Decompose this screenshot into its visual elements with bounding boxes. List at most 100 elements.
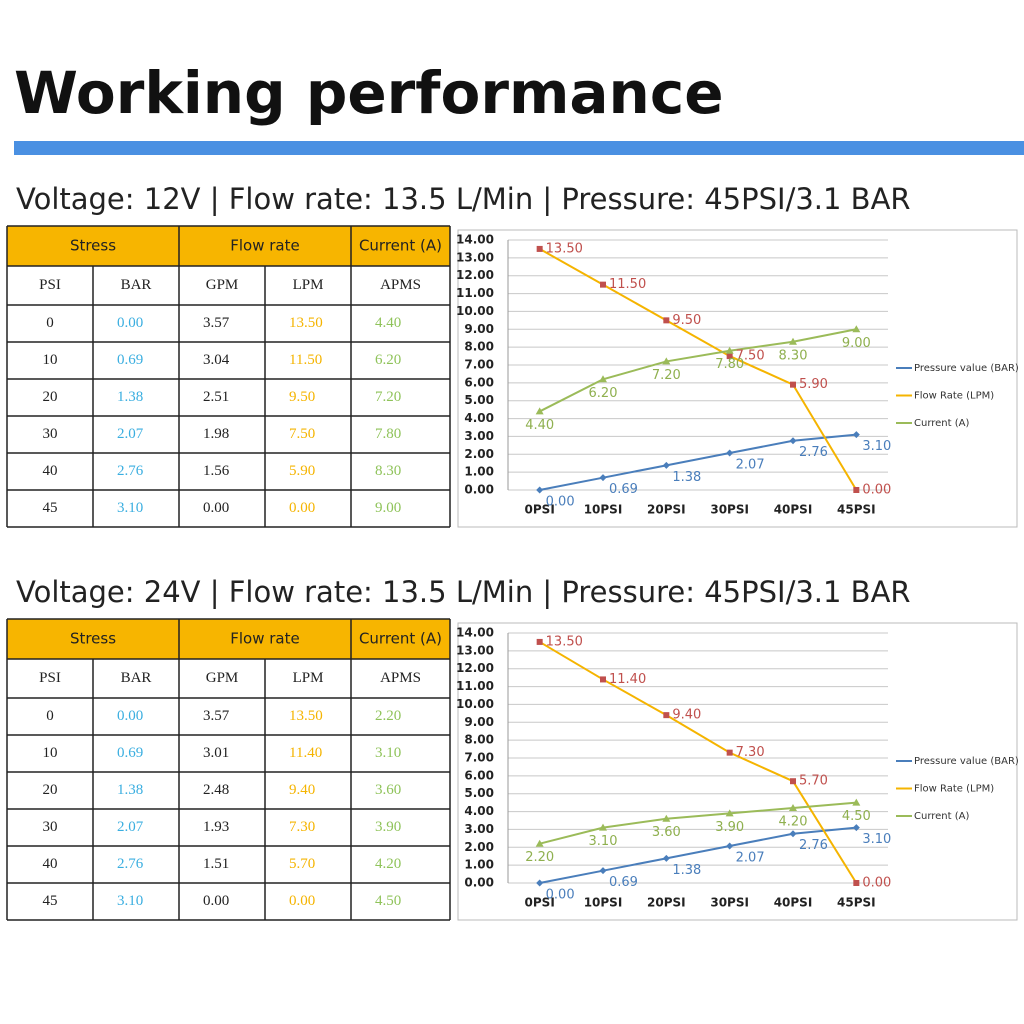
marker-square — [853, 880, 860, 886]
y-tick-label: 14.00 — [456, 233, 494, 247]
marker-diamond — [536, 486, 544, 494]
table-cell: 3.57 — [203, 315, 230, 331]
table-cell: 30 — [43, 819, 58, 835]
y-tick-label: 10.00 — [456, 697, 494, 711]
y-tick-label: 2.00 — [464, 447, 494, 461]
legend-label: Flow Rate (LPM) — [914, 391, 994, 402]
table-cell: 5.70 — [289, 856, 315, 872]
table-cell: 3.10 — [117, 893, 143, 909]
table-cell: 2.20 — [375, 708, 401, 724]
y-tick-label: 12.00 — [456, 661, 494, 675]
series-line — [539, 248, 858, 491]
table-column-header: LPM — [293, 670, 324, 686]
y-tick-label: 6.00 — [464, 375, 494, 389]
series-line — [539, 826, 857, 884]
table-cell: 2.51 — [203, 389, 229, 405]
table-cell: 7.80 — [375, 426, 401, 442]
table-group-header: Flow rate — [230, 237, 299, 255]
table-cell: 40 — [43, 856, 58, 872]
marker-square — [790, 381, 796, 388]
table-cell: 0.00 — [203, 500, 229, 516]
series-line — [539, 641, 858, 884]
table-cell: 0.00 — [289, 500, 315, 516]
data-label: 7.30 — [736, 745, 765, 760]
data-label: 8.30 — [779, 348, 808, 363]
table-cell: 1.56 — [203, 463, 230, 479]
y-tick-label: 7.00 — [464, 358, 494, 372]
y-tick-label: 6.00 — [464, 768, 494, 782]
table-group-header: Stress — [70, 237, 116, 255]
table-cell: 7.30 — [289, 819, 315, 835]
table-cell: 0.00 — [203, 893, 229, 909]
table-column-header: APMS — [380, 277, 421, 293]
data-label: 0.00 — [546, 888, 575, 903]
y-tick-label: 11.00 — [456, 286, 494, 300]
table-cell: 10 — [43, 352, 58, 368]
table-cell: 2.48 — [203, 782, 229, 798]
table-cell: 0 — [46, 708, 54, 724]
table-cell: 0.69 — [117, 745, 143, 761]
y-tick-label: 5.00 — [464, 786, 494, 800]
data-label: 3.10 — [862, 439, 891, 454]
table-cell: 4.50 — [375, 893, 401, 909]
x-tick-label: 10PSI — [584, 503, 623, 517]
table-group-header: Current (A) — [359, 630, 442, 648]
table-cell: 3.10 — [375, 745, 401, 761]
table-cell: 2.76 — [117, 856, 144, 872]
y-tick-label: 0.00 — [464, 483, 494, 497]
table-cell: 13.50 — [289, 708, 323, 724]
marker-square — [663, 317, 670, 324]
marker-diamond — [599, 474, 607, 482]
table-cell: 6.20 — [375, 352, 401, 368]
data-label: 1.38 — [672, 863, 701, 878]
x-tick-label: 20PSI — [647, 503, 686, 517]
data-label: 0.00 — [862, 876, 891, 891]
legend-label: Pressure value (BAR) — [914, 756, 1019, 767]
data-label: 1.38 — [672, 470, 701, 485]
section-subtitle: Voltage: 12V | Flow rate: 13.5 L/Min | P… — [16, 182, 911, 216]
table-cell: 3.01 — [203, 745, 229, 761]
y-tick-label: 11.00 — [456, 679, 494, 693]
table-column-header: PSI — [39, 670, 61, 686]
table-cell: 4.40 — [375, 315, 401, 331]
table-cell: 45 — [43, 500, 58, 516]
marker-diamond — [726, 449, 734, 457]
table-cell: 3.10 — [117, 500, 143, 516]
y-tick-label: 5.00 — [464, 393, 494, 407]
table-header-bg — [7, 226, 450, 266]
data-label: 0.00 — [546, 495, 575, 510]
x-tick-label: 10PSI — [584, 896, 623, 910]
y-tick-label: 0.00 — [464, 876, 494, 890]
page-title: Working performance — [14, 59, 724, 127]
marker-diamond — [599, 867, 607, 875]
marker-triangle — [852, 325, 861, 333]
table-cell: 3.60 — [375, 782, 401, 798]
table-cell: 9.00 — [375, 500, 401, 516]
y-tick-label: 10.00 — [456, 304, 494, 318]
marker-diamond — [852, 431, 860, 439]
y-tick-label: 13.00 — [456, 643, 494, 657]
table-cell: 1.93 — [203, 819, 229, 835]
table-cell: 9.40 — [289, 782, 315, 798]
marker-square — [536, 638, 543, 645]
series-line — [539, 433, 857, 491]
table-group-header: Flow rate — [230, 630, 299, 648]
legend-label: Pressure value (BAR) — [914, 363, 1019, 374]
data-label: 5.70 — [799, 774, 828, 789]
table-column-header: APMS — [380, 670, 421, 686]
y-tick-label: 12.00 — [456, 268, 494, 282]
table-cell: 1.51 — [203, 856, 229, 872]
marker-triangle — [725, 346, 734, 354]
marker-square — [600, 281, 606, 288]
data-label: 2.07 — [736, 458, 765, 473]
data-label: 0.00 — [862, 483, 891, 498]
marker-square — [726, 353, 733, 360]
x-tick-label: 45PSI — [837, 896, 876, 910]
table-cell: 20 — [43, 389, 58, 405]
table-group-header: Current (A) — [359, 237, 442, 255]
table-cell: 9.50 — [289, 389, 315, 405]
table-cell: 11.50 — [289, 352, 322, 368]
table-cell: 2.76 — [117, 463, 144, 479]
y-tick-label: 9.00 — [464, 715, 494, 729]
